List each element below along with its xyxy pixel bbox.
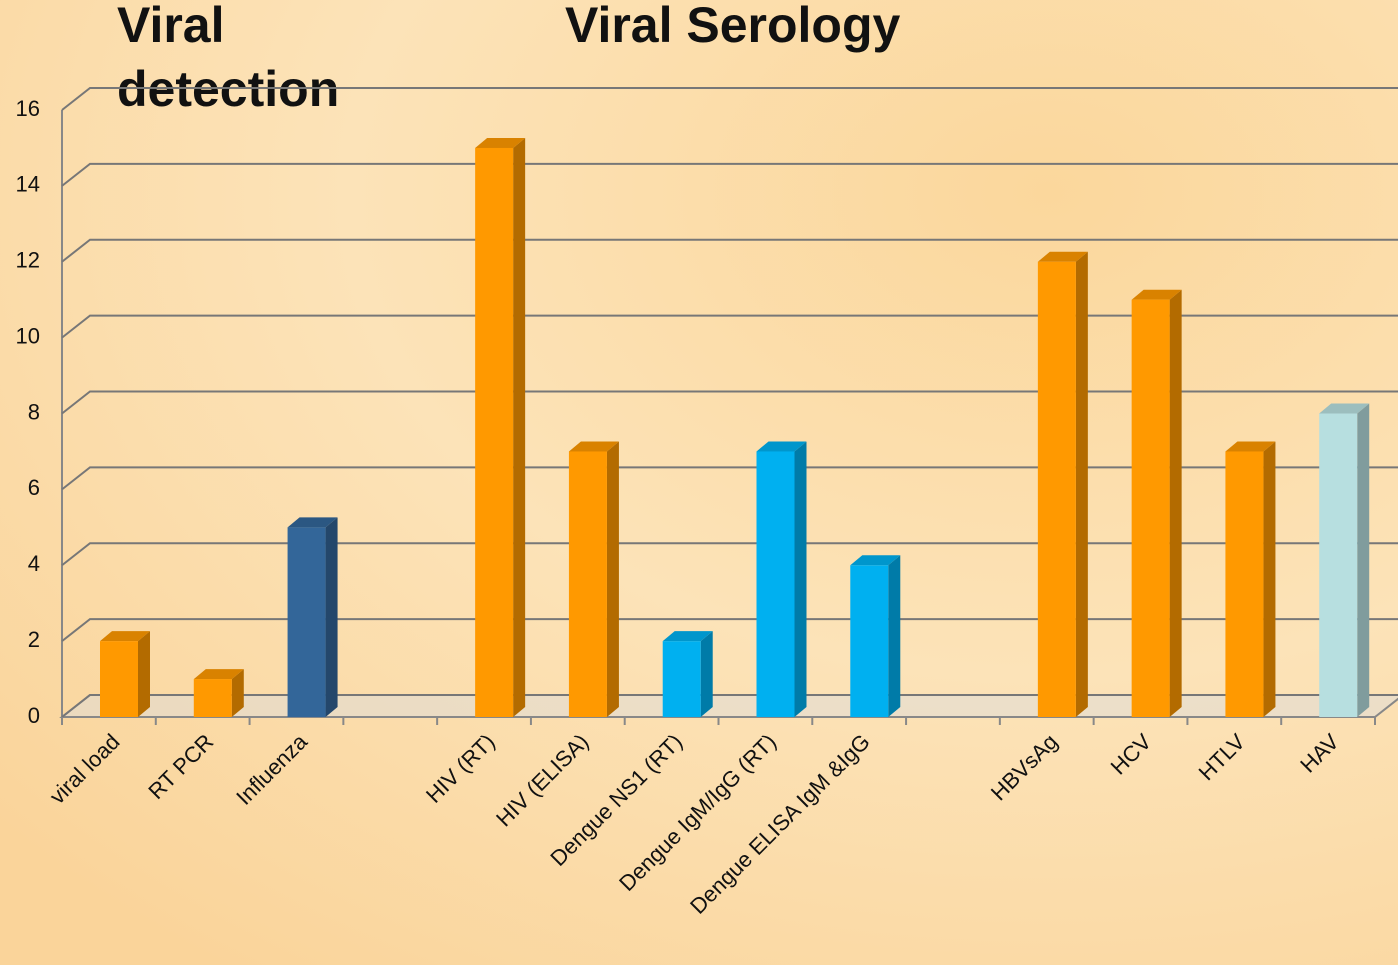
grid-line — [61, 694, 1398, 718]
bar-side — [138, 631, 150, 717]
bar-side — [231, 669, 244, 717]
bar — [193, 679, 232, 717]
bar-side — [513, 137, 526, 717]
bar-top — [1319, 403, 1370, 414]
bar-side — [700, 631, 713, 717]
bar-top — [662, 631, 713, 642]
y-tick-label: 14 — [16, 172, 40, 197]
bar-top — [756, 441, 807, 452]
bar-top — [568, 441, 619, 452]
y-tick-label: 8 — [28, 399, 40, 424]
grid-line — [61, 162, 1398, 187]
bar-top — [1131, 289, 1182, 300]
bar-top — [1037, 251, 1088, 262]
y-tick-label: 12 — [16, 248, 40, 273]
bar — [100, 641, 138, 717]
bar-top — [193, 669, 244, 680]
y-tick-label: 0 — [28, 703, 40, 728]
grid-line — [61, 542, 1398, 567]
bar-top — [287, 517, 338, 528]
bar — [756, 451, 795, 717]
grid-line — [61, 314, 1398, 339]
y-tick-label: 16 — [16, 96, 40, 121]
bar-side — [794, 441, 807, 717]
bar-side — [1357, 403, 1370, 717]
grid-line — [61, 238, 1398, 263]
grid-line — [61, 618, 1398, 642]
grid-line — [61, 87, 1398, 111]
y-tick-label: 4 — [28, 551, 40, 576]
bar-side — [606, 441, 619, 717]
bar-side — [325, 517, 338, 717]
y-tick-label: 10 — [16, 323, 40, 348]
annotation: Viral — [117, 0, 225, 53]
bar-side — [1263, 441, 1276, 717]
grid-line — [61, 466, 1398, 491]
bar-side — [888, 555, 901, 717]
bar-side — [1169, 289, 1182, 717]
bar — [475, 147, 514, 717]
grid-line — [61, 390, 1398, 415]
y-tick-label: 2 — [28, 627, 40, 652]
bar — [850, 565, 889, 717]
floor — [59, 694, 1398, 718]
annotation: Viral Serology — [565, 0, 901, 53]
bar — [287, 527, 326, 717]
bar-top — [850, 555, 901, 566]
bar — [1037, 261, 1076, 717]
bar — [568, 451, 607, 717]
bar — [1131, 299, 1170, 717]
bar — [1225, 451, 1264, 717]
bar-side — [1075, 251, 1088, 717]
bar-top — [475, 137, 526, 148]
bar-top — [1225, 441, 1276, 452]
y-tick-label: 6 — [28, 475, 40, 500]
bar-top — [100, 631, 150, 642]
bar — [662, 641, 701, 717]
bar — [1319, 413, 1358, 717]
